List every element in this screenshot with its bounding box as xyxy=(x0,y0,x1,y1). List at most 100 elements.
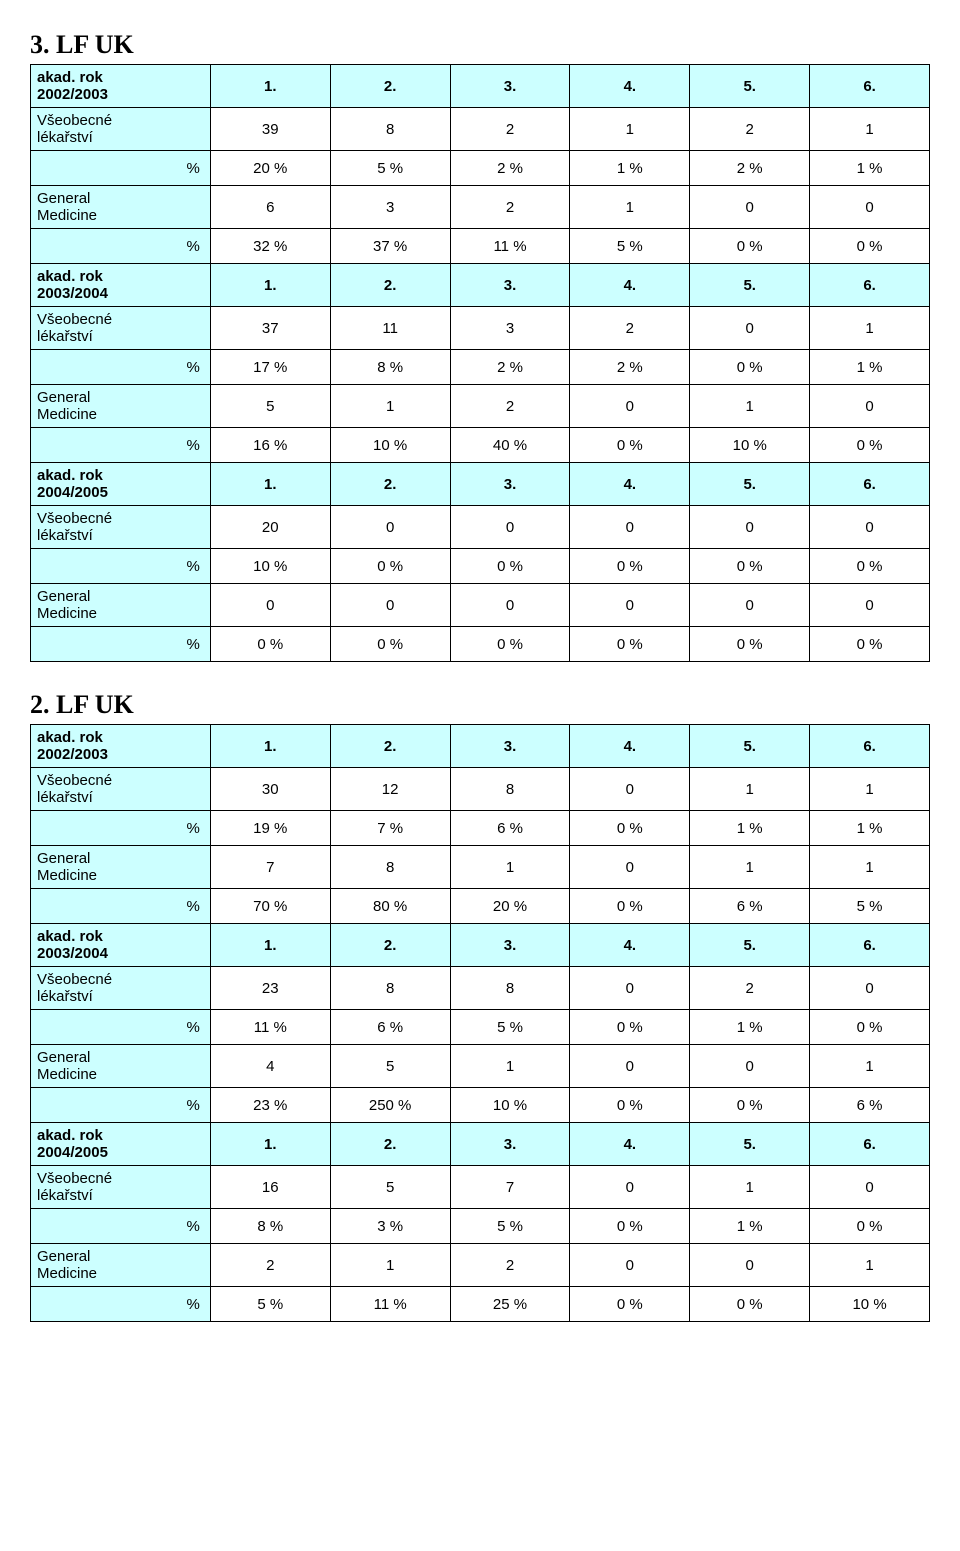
row-label: Všeobecnélékařství xyxy=(31,967,211,1010)
data-cell: 8 xyxy=(330,846,450,889)
data-cell: 2 xyxy=(450,385,570,428)
data-cell: 1 xyxy=(570,108,690,151)
data-cell: 1 xyxy=(330,385,450,428)
data-cell: 5 % xyxy=(210,1287,330,1322)
data-cell: 0 xyxy=(210,584,330,627)
data-cell: 0 xyxy=(330,584,450,627)
data-cell: 0 % xyxy=(570,811,690,846)
data-cell: 5 xyxy=(330,1045,450,1088)
data-cell: 5 xyxy=(330,1166,450,1209)
row-label: % xyxy=(31,428,211,463)
data-cell: 0 % xyxy=(450,549,570,584)
column-header: 5. xyxy=(690,463,810,506)
data-cell: 1 % xyxy=(810,350,930,385)
table-row: GeneralMedicine212001 xyxy=(31,1244,930,1287)
table-row: %23 %250 %10 %0 %0 %6 % xyxy=(31,1088,930,1123)
data-cell: 0 % xyxy=(570,1010,690,1045)
data-cell: 80 % xyxy=(330,889,450,924)
data-cell: 250 % xyxy=(330,1088,450,1123)
table-row: Všeobecnélékařství1657010 xyxy=(31,1166,930,1209)
data-cell: 3 xyxy=(450,307,570,350)
column-header: 5. xyxy=(690,1123,810,1166)
data-cell: 1 xyxy=(810,846,930,889)
data-cell: 0 % xyxy=(810,549,930,584)
data-cell: 11 xyxy=(330,307,450,350)
data-cell: 2 xyxy=(450,1244,570,1287)
data-cell: 70 % xyxy=(210,889,330,924)
column-header: 6. xyxy=(810,65,930,108)
data-cell: 0 % xyxy=(810,627,930,662)
data-cell: 0 % xyxy=(810,428,930,463)
row-label: % xyxy=(31,889,211,924)
data-cell: 0 xyxy=(570,385,690,428)
table-row: GeneralMedicine632100 xyxy=(31,186,930,229)
column-header: 6. xyxy=(810,725,930,768)
data-table: akad. rok2002/2003 1. 2. 3. 4. 5. 6. Všeobecnél… xyxy=(30,724,930,1322)
data-cell: 1 xyxy=(810,768,930,811)
data-cell: 1 xyxy=(450,846,570,889)
data-cell: 2 % xyxy=(450,151,570,186)
row-label: % xyxy=(31,1209,211,1244)
table-row: %8 %3 %5 %0 %1 %0 % xyxy=(31,1209,930,1244)
data-cell: 0 xyxy=(570,506,690,549)
row-label: Všeobecnélékařství xyxy=(31,1166,211,1209)
row-label: % xyxy=(31,549,211,584)
column-header: 1. xyxy=(210,1123,330,1166)
data-cell: 0 xyxy=(570,584,690,627)
row-label: Všeobecnélékařství xyxy=(31,506,211,549)
year-header-row: akad. rok2004/20051.2.3.4.5.6. xyxy=(31,1123,930,1166)
data-cell: 1 % xyxy=(810,151,930,186)
column-header: 2. xyxy=(330,725,450,768)
data-cell: 0 xyxy=(810,1166,930,1209)
row-label: Všeobecnélékařství xyxy=(31,307,211,350)
row-label: GeneralMedicine xyxy=(31,584,211,627)
data-cell: 0 xyxy=(810,385,930,428)
data-cell: 8 xyxy=(330,108,450,151)
data-cell: 8 xyxy=(450,768,570,811)
data-cell: 8 % xyxy=(330,350,450,385)
data-cell: 2 xyxy=(450,186,570,229)
section-title: 2. LF UK xyxy=(30,690,930,720)
data-cell: 11 % xyxy=(210,1010,330,1045)
data-cell: 0 xyxy=(570,1045,690,1088)
column-header: 1. xyxy=(210,264,330,307)
column-header: 6. xyxy=(810,924,930,967)
data-table: akad. rok2002/20031.2.3.4.5.6.Všeobecnél… xyxy=(30,64,930,662)
table-row: Všeobecnélékařství2388020 xyxy=(31,967,930,1010)
data-cell: 5 % xyxy=(450,1010,570,1045)
data-cell: 2 xyxy=(690,967,810,1010)
data-cell: 2 % xyxy=(690,151,810,186)
data-cell: 1 % xyxy=(690,1010,810,1045)
data-cell: 0 xyxy=(570,967,690,1010)
data-cell: 6 % xyxy=(450,811,570,846)
row-label: GeneralMedicine xyxy=(31,1045,211,1088)
row-label: Všeobecnélékařství xyxy=(31,108,211,151)
data-cell: 0 % xyxy=(690,350,810,385)
year-label: akad. rok2004/2005 xyxy=(31,1123,211,1166)
data-cell: 1 xyxy=(330,1244,450,1287)
data-cell: 2 xyxy=(570,307,690,350)
data-cell: 0 xyxy=(570,1244,690,1287)
column-header: 2. xyxy=(330,463,450,506)
column-header: 1. xyxy=(210,463,330,506)
column-header: 4. xyxy=(570,264,690,307)
year-label: akad. rok2002/2003 xyxy=(31,725,211,768)
data-cell: 6 % xyxy=(330,1010,450,1045)
data-cell: 0 xyxy=(570,768,690,811)
row-label: GeneralMedicine xyxy=(31,385,211,428)
data-cell: 30 xyxy=(210,768,330,811)
column-header: 3. xyxy=(450,1123,570,1166)
column-header: 4. xyxy=(570,725,690,768)
year-label: akad. rok2003/2004 xyxy=(31,924,211,967)
year-header-row: akad. rok2003/20041.2.3.4.5.6. xyxy=(31,264,930,307)
row-label: % xyxy=(31,229,211,264)
data-cell: 10 % xyxy=(810,1287,930,1322)
row-label: GeneralMedicine xyxy=(31,1244,211,1287)
data-cell: 5 % xyxy=(570,229,690,264)
data-cell: 6 % xyxy=(690,889,810,924)
data-cell: 0 xyxy=(570,1166,690,1209)
table-row: Všeobecnélékařství2000000 xyxy=(31,506,930,549)
table-row: GeneralMedicine781011 xyxy=(31,846,930,889)
data-cell: 0 % xyxy=(810,229,930,264)
row-label: % xyxy=(31,1010,211,1045)
